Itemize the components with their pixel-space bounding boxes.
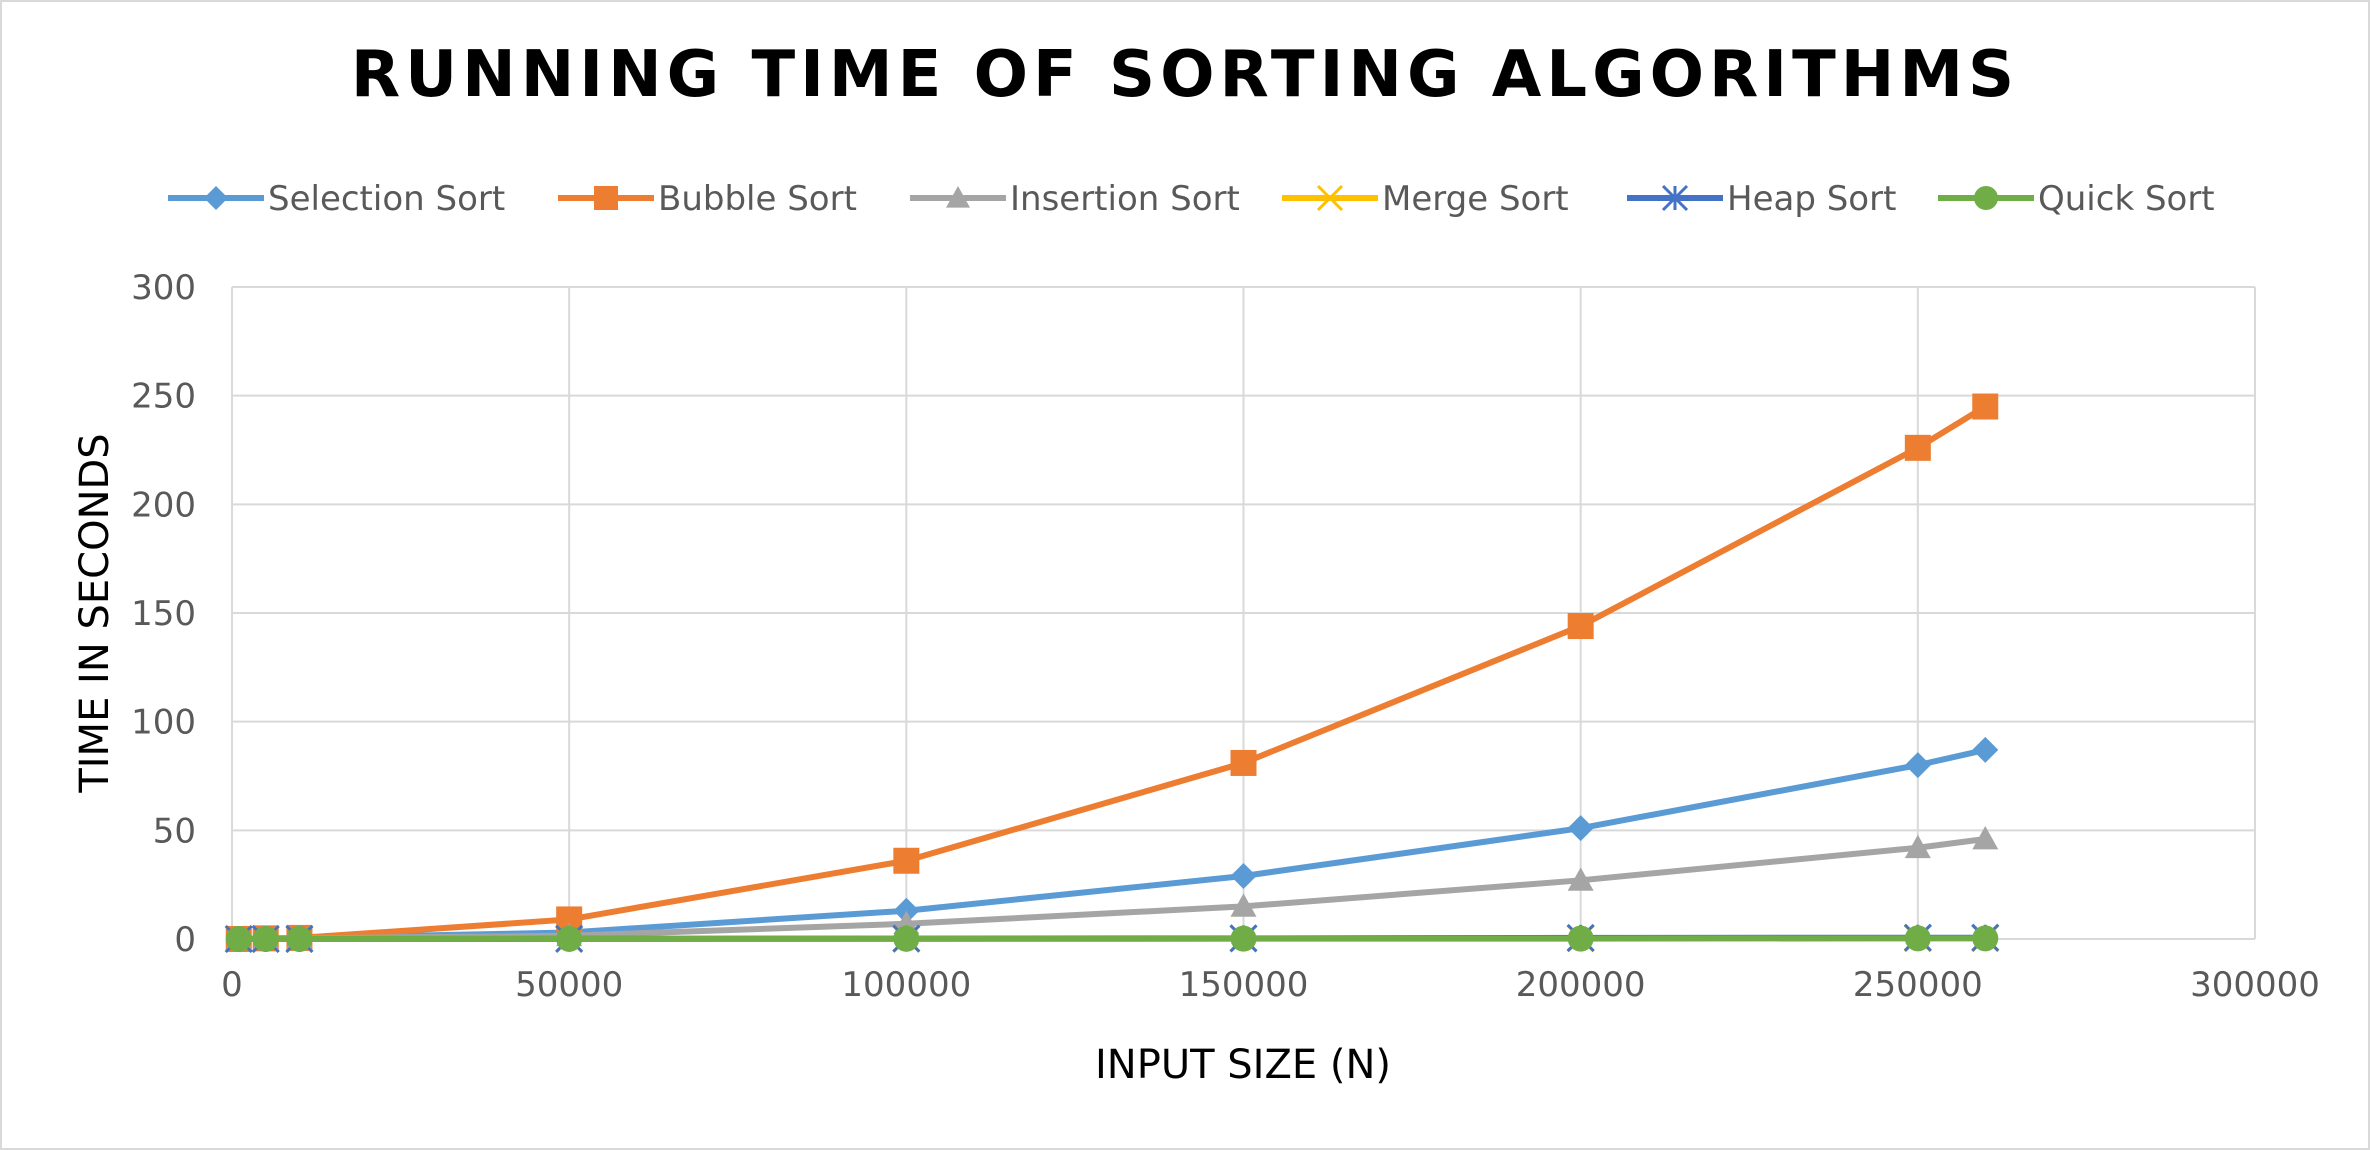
legend: Selection Sort Bubble Sort Insertion Sort M… — [168, 179, 2215, 219]
x-tick-label: 100000 — [841, 965, 971, 1005]
data-point — [1972, 736, 1999, 763]
data-point — [1904, 834, 1931, 859]
data-point — [252, 926, 279, 952]
data-point — [1567, 613, 1594, 640]
data-point — [1230, 925, 1257, 952]
data-point — [1230, 893, 1257, 917]
x-tick-label: 150000 — [1179, 965, 1309, 1005]
x-tick-label: 0 — [221, 965, 243, 1005]
data-point — [225, 926, 252, 952]
x-axis-label: INPUT SIZE (N) — [1095, 1042, 1391, 1088]
chart-title: RUNNING TIME OF SORTING ALGORITHMS — [350, 38, 2020, 112]
data-point — [1904, 434, 1931, 461]
data-point — [1972, 925, 1999, 952]
y-tick-label: 150 — [131, 594, 196, 634]
data-point — [893, 925, 920, 952]
x-tick-label: 250000 — [1853, 965, 1983, 1005]
legend-label: Insertion Sort — [1010, 179, 1240, 219]
y-tick-label: 200 — [131, 485, 196, 525]
data-point — [1230, 862, 1257, 889]
x-tick-label: 50000 — [515, 965, 623, 1005]
series-selection-sort — [225, 736, 1999, 952]
legend-item: Bubble Sort — [558, 179, 857, 219]
series-line — [235, 935, 1989, 942]
x-tick-label: 200000 — [1516, 965, 1646, 1005]
data-point — [1972, 826, 1999, 850]
legend-marker — [1974, 186, 1998, 210]
legend-item: Quick Sort — [1938, 179, 2215, 219]
x-tick-label: 300000 — [2190, 965, 2320, 1005]
y-tick-label: 0 — [174, 920, 196, 960]
legend-item: Merge Sort — [1282, 179, 1569, 219]
y-tick-labels: 0 50 100 150 200 250 300 — [131, 268, 196, 960]
legend-marker — [946, 186, 970, 208]
y-tick-label: 100 — [131, 703, 196, 743]
legend-label: Merge Sort — [1382, 179, 1569, 219]
data-point — [1567, 815, 1594, 842]
legend-marker — [1661, 184, 1689, 212]
legend-item: Heap Sort — [1627, 179, 1896, 219]
legend-label: Selection Sort — [268, 179, 505, 219]
legend-label: Heap Sort — [1727, 179, 1896, 219]
y-tick-label: 250 — [131, 377, 196, 417]
legend-item: Selection Sort — [168, 179, 505, 219]
data-point — [556, 925, 583, 952]
series-quick-sort — [225, 925, 1999, 952]
data-point — [286, 925, 313, 952]
legend-label: Bubble Sort — [658, 179, 857, 219]
y-tick-label: 50 — [153, 811, 196, 851]
data-point — [1972, 393, 1999, 420]
legend-marker — [594, 186, 618, 210]
series-group — [224, 393, 2000, 954]
series-line — [235, 403, 1989, 942]
legend-label: Quick Sort — [2038, 179, 2215, 219]
grid-lines — [231, 286, 2256, 940]
legend-marker — [1316, 184, 1344, 212]
legend-item: Insertion Sort — [910, 179, 1240, 219]
x-tick-labels: 0 50000 100000 150000 200000 250000 300000 — [221, 965, 2320, 1005]
y-axis-label: TIME IN SECONDS — [72, 433, 118, 793]
legend-marker — [204, 186, 228, 210]
data-point — [893, 897, 920, 924]
data-point — [1567, 925, 1594, 952]
data-point — [1567, 867, 1594, 891]
data-point — [1904, 925, 1931, 952]
data-point — [893, 847, 920, 874]
data-point — [1904, 752, 1931, 779]
y-tick-label: 300 — [131, 268, 196, 308]
data-point — [1230, 749, 1257, 776]
